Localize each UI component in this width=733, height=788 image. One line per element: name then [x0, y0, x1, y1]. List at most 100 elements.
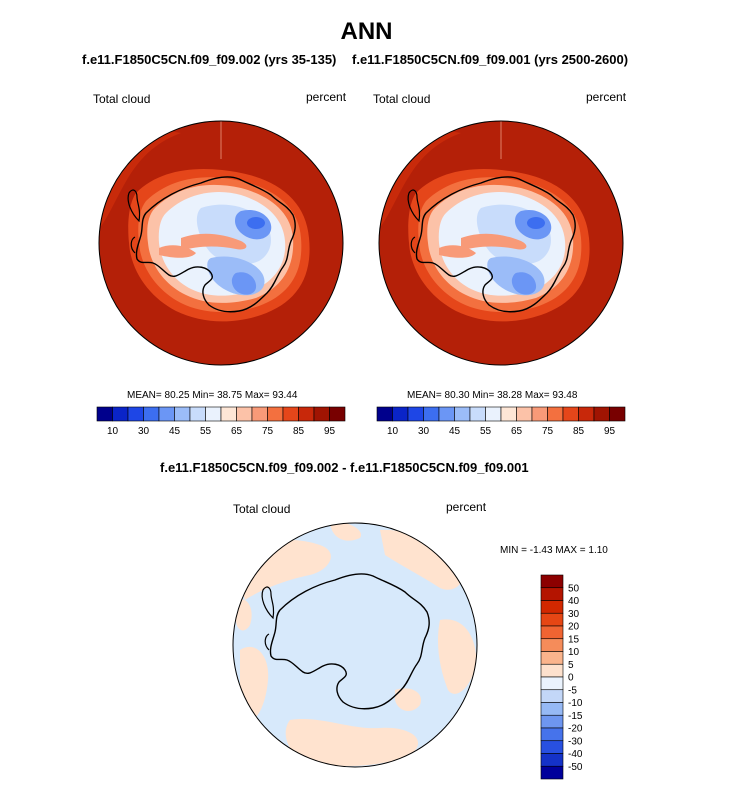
map-border-left — [98, 120, 344, 366]
colorbar-box — [96, 406, 113, 422]
colorbar-box — [313, 406, 330, 422]
colorbar-box — [516, 406, 533, 422]
colorbar-tick-label: 95 — [604, 426, 616, 437]
colorbar-box — [392, 406, 409, 422]
colorbar-tick-label: -10 — [568, 698, 583, 709]
min-label: Min= — [192, 390, 215, 401]
colorbar-tick-label: 45 — [169, 426, 181, 437]
colorbar-tick-label: 0 — [568, 673, 574, 684]
stats-right: MEAN= 80.30 Min= 38.28 Max= 93.48 — [407, 390, 577, 401]
colorbar-box — [540, 765, 564, 780]
colorbar-tick-label: -50 — [568, 762, 583, 773]
colorbar-box — [485, 406, 502, 422]
colorbar-tick-label: 5 — [568, 660, 574, 671]
colorbar-box — [158, 406, 175, 422]
map-field-diff — [233, 523, 477, 767]
colorbar-box — [531, 406, 548, 422]
max-value: 93.48 — [552, 390, 578, 401]
colorbar-box — [454, 406, 471, 422]
colorbar-box — [174, 406, 191, 422]
colorbar-box — [540, 651, 564, 665]
colorbar-tick-label: 30 — [418, 426, 430, 437]
max-value: 1.10 — [588, 545, 608, 556]
colorbar-box — [540, 625, 564, 640]
colorbar-tick-label: 10 — [107, 426, 119, 437]
colorbar-tick-label: -20 — [568, 724, 583, 735]
colorbar-tick-label: 65 — [231, 426, 243, 437]
colorbar-tick-label: 50 — [568, 583, 580, 594]
colorbar-tick-label: 45 — [449, 426, 461, 437]
colorbar-box — [547, 406, 564, 422]
colorbar-tick-label: 65 — [511, 426, 523, 437]
colorbar-box — [540, 676, 564, 691]
colorbar-tick-label: 75 — [542, 426, 554, 437]
colorbar-left: 10 30 45 55 65 75 85 95 — [96, 406, 346, 437]
stats-diff: MIN = -1.43 MAX = 1.10 — [500, 545, 608, 556]
colorbar-box — [189, 406, 206, 422]
colorbar-tick-label: 55 — [480, 426, 492, 437]
colorbar-tick-label: -40 — [568, 749, 583, 760]
colorbar-box — [407, 406, 424, 422]
colorbar-tick-label: 30 — [568, 609, 580, 620]
mean-value: 80.25 — [164, 390, 190, 401]
colorbar-box — [540, 740, 564, 754]
colorbar-box — [540, 714, 564, 729]
colorbar-box — [562, 406, 579, 422]
colorbar-box — [236, 406, 253, 422]
colorbar-tick-label: -15 — [568, 711, 583, 722]
colorbar-box — [578, 406, 595, 422]
colorbar-box — [540, 612, 564, 627]
diff-title: f.e11.F1850C5CN.f09_f09.002 - f.e11.F185… — [160, 460, 529, 475]
colorbar-box — [540, 574, 564, 589]
min-value: 38.28 — [497, 390, 523, 401]
colorbar-box — [282, 406, 299, 422]
colorbar-box — [112, 406, 129, 422]
stats-left: MEAN= 80.25 Min= 38.75 Max= 93.44 — [127, 390, 297, 401]
colorbar-box — [469, 406, 486, 422]
colorbar-tick-label: 55 — [200, 426, 212, 437]
units-label-diff: percent — [446, 500, 487, 514]
mean-value: 80.30 — [444, 390, 470, 401]
colorbar-tick-label: 85 — [293, 426, 305, 437]
case-title-left: f.e11.F1850C5CN.f09_f09.002 (yrs 35-135) — [82, 52, 337, 67]
variable-label-diff: Total cloud — [233, 502, 291, 516]
case-title-right: f.e11.F1850C5CN.f09_f09.001 (yrs 2500-26… — [352, 52, 629, 67]
colorbar-box — [609, 406, 626, 422]
colorbar-tick-label: 95 — [324, 426, 336, 437]
variable-label-left: Total cloud — [93, 92, 151, 106]
colorbar-box — [267, 406, 284, 422]
min-label: Min= — [472, 390, 495, 401]
colorbar-box — [220, 406, 237, 422]
colorbar-box — [329, 406, 346, 422]
colorbar-box — [376, 406, 393, 422]
colorbar-tick-label: 40 — [568, 596, 580, 607]
colorbar-right: 10 30 45 55 65 75 85 95 — [376, 406, 626, 437]
colorbar-box — [540, 663, 564, 678]
max-label: MAX = — [555, 545, 586, 556]
colorbar-box — [423, 406, 440, 422]
colorbar-tick-label: 10 — [387, 426, 399, 437]
map-border-right — [378, 120, 624, 366]
min-value: -1.43 — [529, 545, 553, 556]
colorbar-box — [500, 406, 517, 422]
colorbar-box — [540, 689, 564, 703]
min-value: 38.75 — [217, 390, 243, 401]
colorbar-box — [143, 406, 160, 422]
colorbar-tick-label: -30 — [568, 736, 583, 747]
max-value: 93.44 — [272, 390, 298, 401]
max-label: Max= — [244, 390, 270, 401]
colorbar-box — [540, 702, 564, 716]
colorbar-box — [298, 406, 315, 422]
min-label: MIN = — [500, 545, 527, 556]
mean-label: MEAN= — [407, 390, 442, 401]
colorbar-box — [127, 406, 144, 422]
mean-label: MEAN= — [127, 390, 162, 401]
units-label-right: percent — [586, 90, 627, 104]
colorbar-tick-label: 20 — [568, 622, 580, 633]
colorbar-tick-label: -5 — [568, 685, 577, 696]
colorbar-tick-label: 75 — [262, 426, 274, 437]
colorbar-box — [540, 753, 564, 767]
colorbar-box — [205, 406, 222, 422]
colorbar-box — [251, 406, 268, 422]
